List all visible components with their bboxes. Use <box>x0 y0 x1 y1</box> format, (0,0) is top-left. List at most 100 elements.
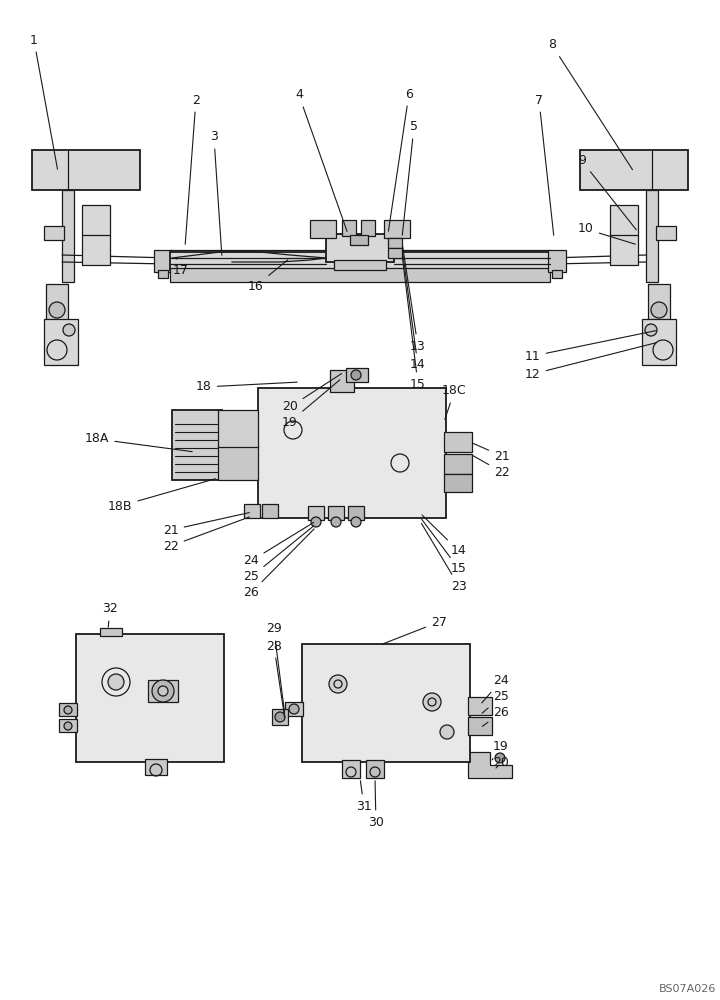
Bar <box>610 205 638 265</box>
Bar <box>59 719 77 732</box>
Bar <box>648 284 670 320</box>
Text: 31: 31 <box>356 781 372 812</box>
Text: 14: 14 <box>422 515 467 558</box>
Circle shape <box>351 517 361 527</box>
Bar <box>82 205 110 265</box>
Bar <box>342 760 360 778</box>
Circle shape <box>331 517 341 527</box>
Text: 4: 4 <box>295 89 347 231</box>
Text: 23: 23 <box>421 523 467 592</box>
Bar <box>308 506 324 520</box>
Bar <box>46 284 68 320</box>
Bar <box>285 702 303 716</box>
Text: 6: 6 <box>388 88 413 231</box>
Text: 18C: 18C <box>442 384 467 419</box>
Text: 18B: 18B <box>108 479 215 512</box>
Text: 29: 29 <box>266 622 284 713</box>
Text: 18: 18 <box>196 380 297 393</box>
Bar <box>646 190 658 282</box>
Text: 27: 27 <box>382 615 447 644</box>
Bar <box>100 628 122 636</box>
Circle shape <box>651 302 667 318</box>
Bar <box>62 190 74 282</box>
Text: 26: 26 <box>482 706 509 726</box>
Text: 11: 11 <box>525 331 656 362</box>
Text: 22: 22 <box>472 455 510 479</box>
Circle shape <box>64 722 72 730</box>
Text: 30: 30 <box>368 781 384 828</box>
Bar <box>388 248 402 258</box>
Bar <box>154 250 172 272</box>
Circle shape <box>63 324 75 336</box>
Text: 25: 25 <box>243 526 314 584</box>
Bar <box>44 226 64 240</box>
Text: 10: 10 <box>578 223 635 244</box>
Bar <box>366 760 384 778</box>
Bar <box>32 150 140 190</box>
Bar <box>350 235 368 245</box>
Circle shape <box>108 674 124 690</box>
Bar <box>388 238 402 248</box>
Circle shape <box>158 686 168 696</box>
Bar <box>348 506 364 520</box>
Bar <box>444 454 472 474</box>
Bar <box>552 270 562 278</box>
Circle shape <box>64 706 72 714</box>
Circle shape <box>329 675 347 693</box>
Bar <box>172 410 222 480</box>
Bar <box>580 150 688 190</box>
Text: 13: 13 <box>402 245 426 353</box>
Text: 22: 22 <box>163 517 249 552</box>
Text: 14: 14 <box>402 251 426 371</box>
Bar <box>44 319 78 365</box>
Bar <box>656 226 676 240</box>
Text: 12: 12 <box>525 343 657 380</box>
Text: 26: 26 <box>243 529 314 599</box>
Text: 19: 19 <box>492 740 509 760</box>
Bar <box>218 445 258 480</box>
Text: 32: 32 <box>102 602 118 627</box>
Text: 15: 15 <box>402 257 426 390</box>
Bar <box>262 504 278 518</box>
Text: 24: 24 <box>482 674 509 703</box>
Bar <box>59 703 77 716</box>
Circle shape <box>152 680 174 702</box>
Text: 8: 8 <box>548 38 632 170</box>
Circle shape <box>275 712 285 722</box>
Bar <box>342 220 356 236</box>
Circle shape <box>440 725 454 739</box>
Bar <box>258 388 446 518</box>
Bar <box>328 506 344 520</box>
Bar <box>302 644 470 762</box>
Bar <box>326 234 394 262</box>
Text: 25: 25 <box>482 690 509 713</box>
Bar <box>384 220 410 238</box>
Bar <box>330 370 354 392</box>
Bar <box>642 319 676 365</box>
Circle shape <box>423 693 441 711</box>
Bar <box>548 250 566 272</box>
Bar <box>272 709 288 725</box>
Text: 1: 1 <box>30 33 58 169</box>
Bar <box>444 432 472 452</box>
Bar <box>468 697 492 715</box>
Bar <box>170 268 550 282</box>
Bar <box>444 474 472 492</box>
Text: 15: 15 <box>422 519 467 576</box>
Text: 7: 7 <box>535 94 554 235</box>
Circle shape <box>49 302 65 318</box>
Bar <box>310 220 336 238</box>
Text: 19: 19 <box>282 380 340 428</box>
Text: 5: 5 <box>402 120 418 235</box>
Text: BS07A026: BS07A026 <box>659 984 716 994</box>
Text: 9: 9 <box>578 154 636 230</box>
Bar <box>148 680 178 702</box>
Bar <box>76 634 224 762</box>
Text: 18A: 18A <box>85 432 192 452</box>
Polygon shape <box>468 752 512 778</box>
Bar <box>145 759 167 775</box>
Text: 20: 20 <box>282 374 342 414</box>
Text: 16: 16 <box>248 260 288 292</box>
Bar <box>361 220 375 236</box>
Bar <box>334 260 386 270</box>
